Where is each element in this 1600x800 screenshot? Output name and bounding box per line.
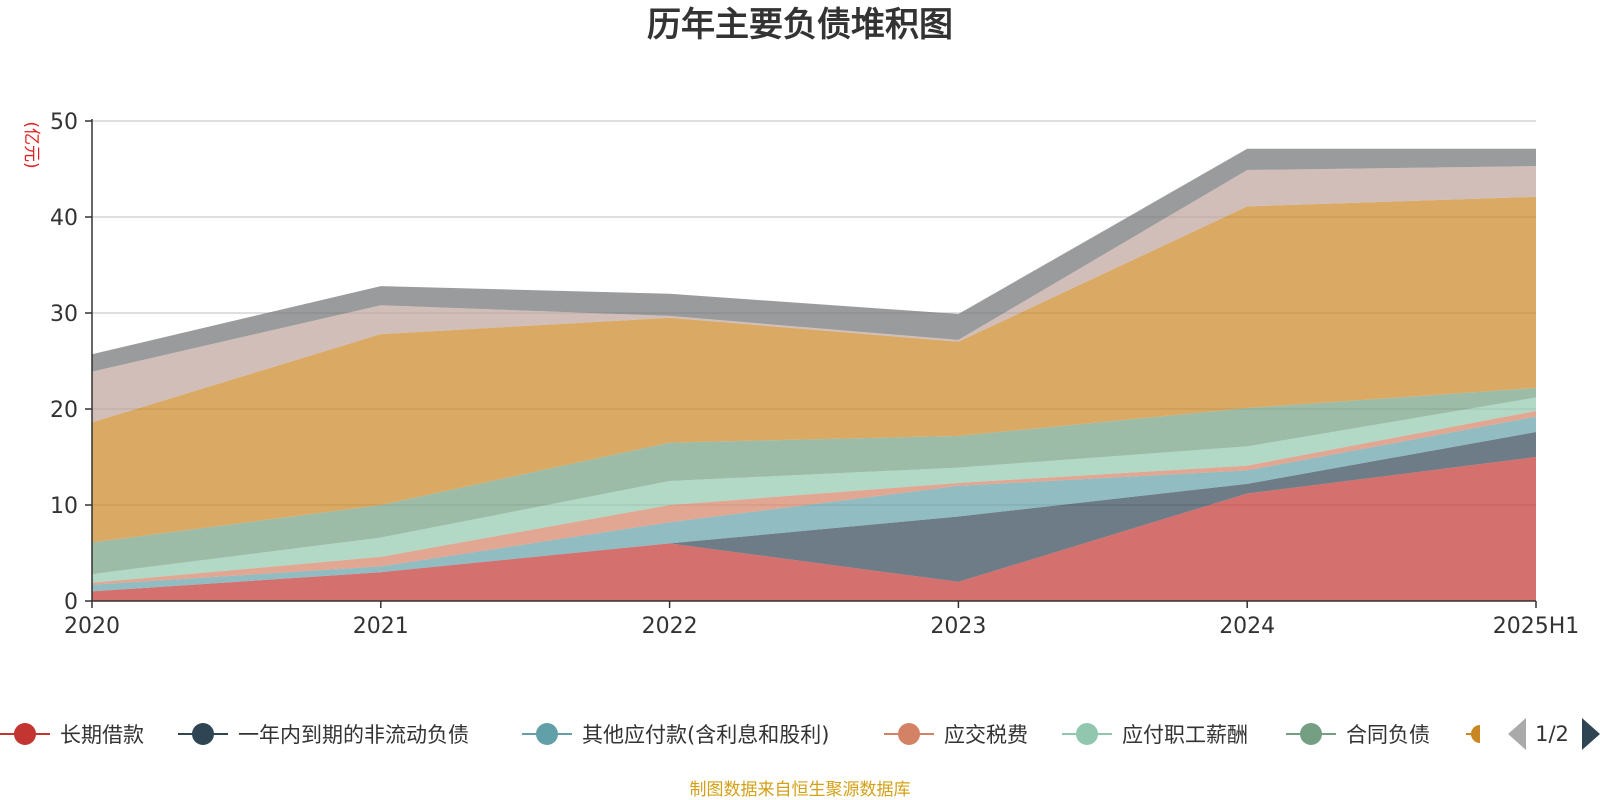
- legend-marker-icon: [1300, 723, 1322, 745]
- y-axis-unit: (亿元): [21, 121, 41, 168]
- legend-item[interactable]: 一年内到期的非流动负债: [178, 723, 469, 747]
- x-tick-label: 2022: [642, 614, 698, 639]
- legend-label: 应付职工薪酬: [1122, 723, 1248, 747]
- legend-label: 应交税费: [944, 723, 1028, 747]
- y-tick-label: 40: [50, 206, 78, 231]
- area-series-6: [92, 387, 1536, 575]
- legend-item[interactable]: 合同负债: [1286, 723, 1430, 747]
- area-series-4: [92, 410, 1536, 585]
- x-tick-label: 2024: [1219, 614, 1275, 639]
- x-tick-label: 2023: [930, 614, 986, 639]
- legend-marker-icon: [192, 723, 214, 745]
- legend-partial-marker-icon: [1471, 725, 1480, 743]
- legend-label: 一年内到期的非流动负债: [238, 723, 469, 747]
- legend-label: 其他应付款(含利息和股利): [582, 723, 829, 747]
- chart-title: 历年主要负债堆积图: [647, 5, 953, 45]
- x-tick-label: 2025H1: [1493, 614, 1580, 639]
- legend-item[interactable]: 应付职工薪酬: [1062, 723, 1248, 747]
- x-tick-label: 2020: [64, 614, 120, 639]
- legend-page-indicator: 1/2: [1535, 722, 1569, 746]
- source-note: 制图数据来自恒生聚源数据库: [690, 780, 911, 800]
- axes: 0 10 20 30 40 50 2020 2021 2022 2023 2024 2025H1: [50, 110, 1579, 639]
- legend-item[interactable]: 长期借款: [0, 723, 144, 747]
- legend: 长期借款 一年内到期的非流动负债 其他应付款(含利息和股利) 应交税费 应付职工薪酬 合同…: [0, 718, 1600, 750]
- stacked-areas: [92, 148, 1536, 601]
- x-tick-label: 2021: [353, 614, 409, 639]
- area-series-1: [92, 457, 1536, 601]
- legend-item[interactable]: 应交税费: [884, 723, 1028, 747]
- legend-label: 长期借款: [60, 723, 144, 747]
- area-series-9: [92, 148, 1536, 372]
- triangle-left-icon[interactable]: [1508, 718, 1526, 750]
- area-series-5: [92, 397, 1536, 583]
- y-tick-label: 10: [50, 494, 78, 519]
- y-tick-label: 30: [50, 302, 78, 327]
- area-series-3: [92, 416, 1536, 592]
- legend-item[interactable]: 其他应付款(含利息和股利): [522, 723, 829, 747]
- legend-marker-icon: [536, 723, 558, 745]
- area-series-8: [92, 166, 1536, 423]
- legend-label: 合同负债: [1346, 723, 1430, 747]
- legend-marker-icon: [1076, 723, 1098, 745]
- legend-marker-icon: [14, 723, 36, 745]
- triangle-right-icon[interactable]: [1582, 718, 1600, 750]
- y-tick-label: 0: [64, 590, 78, 615]
- legend-marker-icon: [898, 723, 920, 745]
- y-tick-label: 20: [50, 398, 78, 423]
- area-series-2: [92, 432, 1536, 592]
- y-tick-label: 50: [50, 110, 78, 135]
- area-series-7: [92, 196, 1536, 543]
